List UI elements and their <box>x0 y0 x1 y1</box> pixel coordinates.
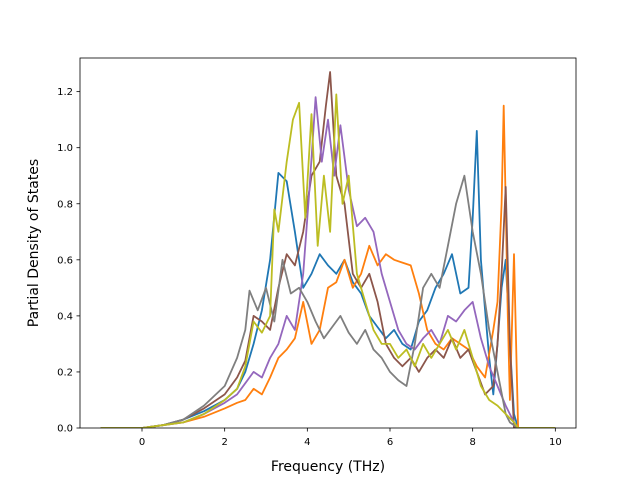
x-axis-ticks: 0 2 4 6 8 10 <box>139 428 562 448</box>
x-tick-label: 2 <box>221 437 227 448</box>
y-tick-label: 0.0 <box>57 424 73 435</box>
series-line-3 <box>100 71 556 428</box>
y-tick-label: 0.4 <box>57 311 73 322</box>
x-axis-label: Frequency (THz) <box>271 459 385 475</box>
series-line-1 <box>100 130 556 428</box>
y-axis-ticks: 0.0 0.2 0.4 0.6 0.8 1.0 1.2 <box>57 87 80 435</box>
series-line-5 <box>100 174 556 428</box>
x-tick-label: 0 <box>139 437 145 448</box>
y-axis-label: Partial Density of States <box>26 159 42 327</box>
y-tick-label: 1.0 <box>57 143 73 154</box>
x-tick-label: 8 <box>469 437 475 448</box>
y-tick-label: 0.6 <box>57 255 73 266</box>
series-line-6 <box>100 93 556 428</box>
x-tick-label: 4 <box>304 437 310 448</box>
y-tick-label: 0.2 <box>57 367 73 378</box>
y-tick-label: 0.8 <box>57 199 73 210</box>
x-tick-label: 6 <box>387 437 393 448</box>
series-line-4 <box>100 96 556 428</box>
y-tick-label: 1.2 <box>57 87 73 98</box>
x-tick-label: 10 <box>549 437 562 448</box>
plot-frame <box>79 57 577 429</box>
series-layer <box>100 71 556 428</box>
series-line-2 <box>100 104 556 428</box>
